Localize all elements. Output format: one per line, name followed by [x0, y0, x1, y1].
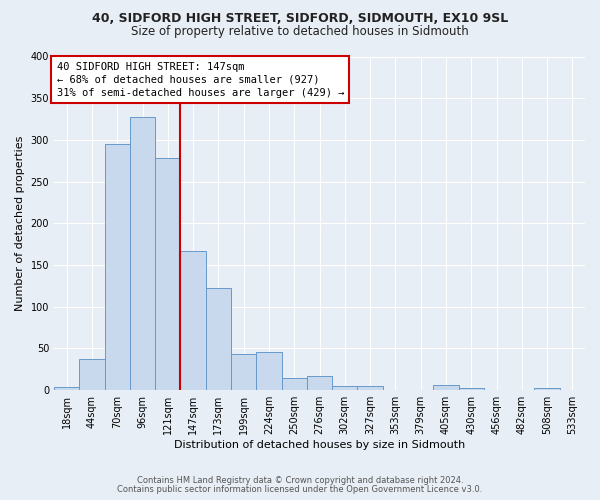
Bar — [458, 388, 484, 390]
Bar — [535, 388, 560, 390]
Text: Size of property relative to detached houses in Sidmouth: Size of property relative to detached ho… — [131, 25, 469, 38]
Bar — [231, 354, 256, 390]
Bar — [181, 251, 206, 390]
Text: 40 SIDFORD HIGH STREET: 147sqm
← 68% of detached houses are smaller (927)
31% of: 40 SIDFORD HIGH STREET: 147sqm ← 68% of … — [56, 62, 344, 98]
Bar — [307, 376, 332, 390]
Bar — [206, 288, 231, 390]
Bar — [256, 352, 281, 390]
Text: 40, SIDFORD HIGH STREET, SIDFORD, SIDMOUTH, EX10 9SL: 40, SIDFORD HIGH STREET, SIDFORD, SIDMOU… — [92, 12, 508, 26]
Text: Contains HM Land Registry data © Crown copyright and database right 2024.: Contains HM Land Registry data © Crown c… — [137, 476, 463, 485]
Bar — [281, 378, 307, 390]
Bar — [332, 386, 358, 390]
Bar — [433, 385, 458, 390]
Bar — [155, 158, 181, 390]
Text: Contains public sector information licensed under the Open Government Licence v3: Contains public sector information licen… — [118, 485, 482, 494]
X-axis label: Distribution of detached houses by size in Sidmouth: Distribution of detached houses by size … — [174, 440, 465, 450]
Y-axis label: Number of detached properties: Number of detached properties — [15, 136, 25, 311]
Bar — [54, 387, 79, 390]
Bar — [358, 386, 383, 390]
Bar — [130, 116, 155, 390]
Bar — [104, 144, 130, 390]
Bar — [79, 358, 104, 390]
